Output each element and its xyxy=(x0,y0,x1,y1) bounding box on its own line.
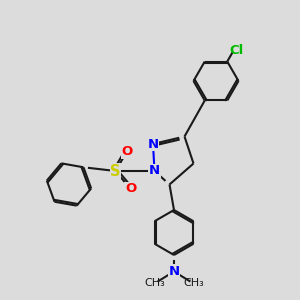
Text: CH₃: CH₃ xyxy=(183,278,204,289)
Text: O: O xyxy=(121,145,133,158)
Text: S: S xyxy=(110,164,121,178)
Text: N: N xyxy=(149,164,160,178)
Text: CH₃: CH₃ xyxy=(144,278,165,289)
Text: N: N xyxy=(168,265,180,278)
Text: N: N xyxy=(147,137,159,151)
Text: O: O xyxy=(125,182,136,196)
Text: Cl: Cl xyxy=(230,44,244,57)
